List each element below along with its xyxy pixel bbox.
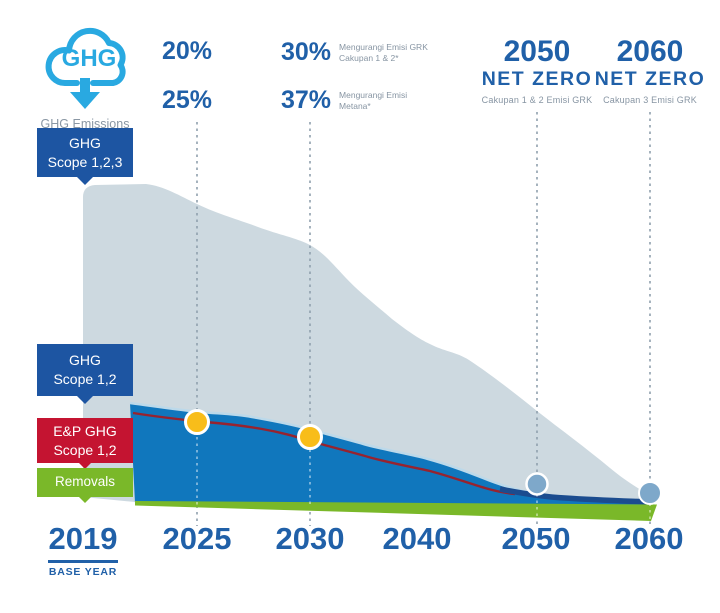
axis-year-2040: 2040 xyxy=(382,521,452,556)
dashed-gridlines xyxy=(196,112,651,526)
axis-year-2030: 2030 xyxy=(275,521,345,556)
ghg-cloud-label: GHG xyxy=(62,45,117,72)
target-2050-caption: Cakupan 1 & 2 Emisi GRK xyxy=(481,94,593,105)
axis-year-2019: 2019 xyxy=(48,521,118,556)
milestone-2030-pct2: 37% xyxy=(281,86,332,114)
legend-ghg-scope123: GHG Scope 1,2,3 xyxy=(37,128,133,177)
legend-removals: Removals xyxy=(37,468,133,497)
axis-year-2050: 2050 xyxy=(501,521,571,556)
base-year-label: BASE YEAR xyxy=(48,566,118,578)
target-2050-year: 2050 xyxy=(503,35,571,68)
netzero-dot-2060 xyxy=(638,481,662,505)
milestone-2030-pct1: 30% xyxy=(281,38,332,66)
area-removals xyxy=(135,501,657,521)
axis-year-2025: 2025 xyxy=(162,521,232,556)
netzero-dot-2050 xyxy=(525,472,549,496)
milestone-dot-2025 xyxy=(184,409,210,435)
milestone-2025-pct1: 20% xyxy=(161,37,213,65)
milestone-2025-pct2: 25% xyxy=(161,86,213,114)
down-arrow-icon xyxy=(70,78,100,109)
target-2060: 2060 NET ZERO Cakupan 3 Emisi GRK xyxy=(583,36,717,105)
milestone-dot-2030 xyxy=(297,424,323,450)
legend-ghg-scope123-label: GHG Scope 1,2,3 xyxy=(47,134,123,170)
ghg-cloud-icon: GHG xyxy=(45,27,126,109)
target-2050-title: NET ZERO xyxy=(481,67,593,90)
target-2060-year: 2060 xyxy=(616,35,684,68)
milestone-2030-row2: 37% Mengurangi Emisi Metana* xyxy=(281,88,407,113)
legend-ep-ghg-scope12: E&P GHG Scope 1,2 xyxy=(37,418,133,463)
axis-year-2060: 2060 xyxy=(614,521,684,556)
line-navy-converged xyxy=(499,486,650,505)
legend-ghg-scope12: GHG Scope 1,2 xyxy=(37,344,133,396)
milestone-2030-caption2: Mengurangi Emisi Metana* xyxy=(339,90,408,112)
milestone-2030-row1: 30% Mengurangi Emisi GRK Cakupan 1 & 2* xyxy=(281,40,428,65)
milestone-2030-caption1: Mengurangi Emisi GRK Cakupan 1 & 2* xyxy=(339,42,428,64)
legend-ghg-scope12-label: GHG Scope 1,2 xyxy=(53,352,117,387)
legend-removals-label: Removals xyxy=(54,474,116,490)
target-2060-title: NET ZERO xyxy=(594,67,706,90)
target-2060-caption: Cakupan 3 Emisi GRK xyxy=(603,94,697,105)
legend-ep-ghg-scope12-label: E&P GHG Scope 1,2 xyxy=(53,422,117,458)
base-year-underline xyxy=(48,560,118,563)
target-2050: 2050 NET ZERO Cakupan 1 & 2 Emisi GRK xyxy=(466,36,608,105)
